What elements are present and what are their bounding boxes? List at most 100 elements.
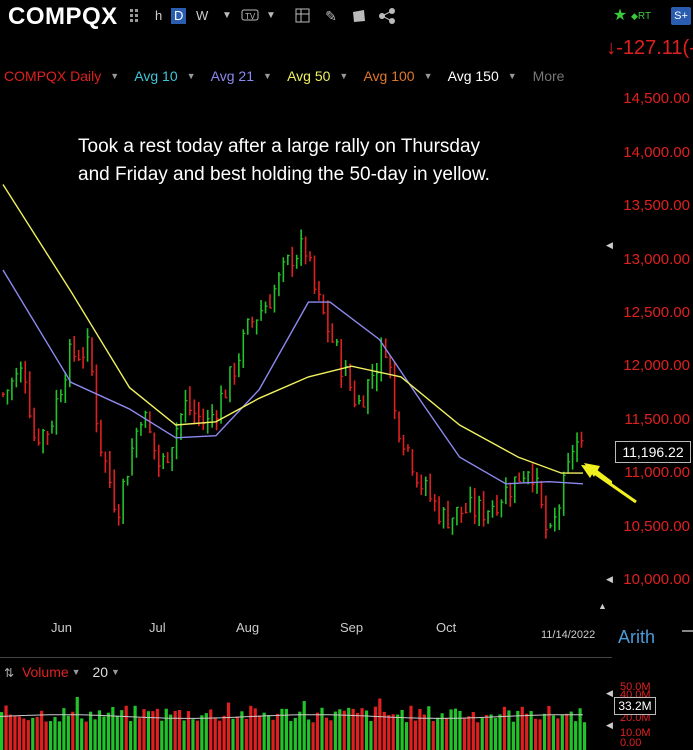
volume-bar <box>298 711 302 750</box>
volume-bar <box>520 706 524 750</box>
chart-type-dropdown-icon[interactable]: ▼ <box>266 10 276 21</box>
volume-bar <box>146 711 151 750</box>
scale-handle[interactable] <box>682 630 693 632</box>
volume-bar <box>574 721 578 750</box>
price-tick: 10,000.00 <box>623 571 690 588</box>
volume-bar <box>235 716 240 750</box>
chart-toolbar: COMPQX h D W ▼ TV ▼ ✎ ★ ◆RT S+ <box>0 0 693 32</box>
volume-bar <box>289 721 293 750</box>
volume-bar <box>169 714 173 750</box>
rt-icon[interactable]: ◆RT <box>631 11 652 22</box>
month-label: Jun <box>51 620 72 635</box>
scroll-up-icon[interactable]: ▲ <box>598 601 607 611</box>
month-label: Oct <box>436 620 457 635</box>
volume-bar <box>582 722 587 750</box>
last-volume-label: 33.2M <box>614 697 656 715</box>
grid-icon[interactable] <box>129 8 141 24</box>
volume-bar <box>57 721 62 750</box>
volume-bars <box>0 697 587 750</box>
volume-bar <box>565 713 569 750</box>
period-daily-button[interactable]: D <box>171 8 187 24</box>
volume-bar <box>40 710 44 750</box>
price-tick: 10,500.00 <box>623 518 690 535</box>
volume-bar <box>364 710 369 750</box>
volume-average-line <box>0 714 583 719</box>
annotation-arrow-overlay <box>581 465 637 504</box>
legend-more[interactable]: More <box>532 68 565 84</box>
share-icon[interactable] <box>378 7 396 25</box>
notes-icon[interactable] <box>350 7 368 25</box>
volume-bar <box>244 718 248 750</box>
volume-tick: 10.0M <box>620 727 651 739</box>
volume-bar <box>8 714 13 750</box>
legend-avg50[interactable]: Avg 50 ▼ <box>287 68 349 84</box>
volume-bar <box>338 709 342 750</box>
volume-bar <box>66 715 70 750</box>
volume-bar <box>462 718 466 750</box>
volume-bar <box>342 710 346 750</box>
volume-bar <box>80 718 84 750</box>
period-dropdown-icon[interactable]: ▼ <box>222 10 232 21</box>
volume-bar <box>373 706 377 750</box>
drag-handle-icon[interactable]: ⇅ <box>4 666 15 680</box>
s-plus-icon[interactable]: S+ <box>671 7 691 25</box>
volume-bar <box>467 716 471 750</box>
volume-bar <box>480 718 484 750</box>
volume-bar <box>382 711 386 750</box>
star-icon[interactable]: ★ <box>612 7 628 24</box>
price-chart[interactable] <box>0 88 612 618</box>
volume-period[interactable]: 20 ▼ <box>92 664 120 680</box>
axis-marker-icon: ◀ <box>606 720 613 730</box>
volume-bar <box>511 721 515 750</box>
pencil-icon[interactable]: ✎ <box>325 8 337 24</box>
volume-chart[interactable] <box>0 682 600 750</box>
indicator-legend: COMPQX Daily ▼ Avg 10 ▼ Avg 21 ▼ Avg 50 ▼ Av… <box>4 68 570 86</box>
chart-type-icon[interactable]: TV <box>241 7 259 25</box>
volume-bar <box>453 708 458 750</box>
volume-bar <box>569 711 573 750</box>
volume-bar <box>31 717 35 750</box>
volume-bar <box>396 714 400 750</box>
volume-bar <box>551 715 555 750</box>
volume-bar <box>218 720 222 750</box>
price-tick: 11,500.00 <box>624 411 690 428</box>
volume-bar <box>164 708 168 750</box>
volume-bar <box>431 721 435 750</box>
volume-bar <box>369 720 373 750</box>
volume-bar <box>476 722 480 750</box>
price-tick: 12,500.00 <box>623 304 690 321</box>
period-weekly-button[interactable]: W <box>196 8 209 23</box>
volume-bar <box>293 717 297 750</box>
volume-bar <box>13 716 17 750</box>
volume-label[interactable]: Volume ▼ <box>21 664 81 680</box>
period-hourly-button[interactable]: h <box>155 8 163 23</box>
volume-bar <box>329 720 333 750</box>
volume-bar <box>133 705 137 750</box>
volume-bar <box>418 708 422 750</box>
volume-bar <box>209 709 213 750</box>
legend-avg150[interactable]: Avg 150 ▼ <box>447 68 517 84</box>
legend-avg100[interactable]: Avg 100 ▼ <box>363 68 433 84</box>
volume-bar <box>231 718 235 750</box>
volume-bar <box>525 713 529 750</box>
volume-bar <box>404 722 409 750</box>
legend-series-name[interactable]: COMPQX Daily ▼ <box>4 68 120 84</box>
volume-bar <box>173 710 177 750</box>
legend-avg21[interactable]: Avg 21 ▼ <box>210 68 272 84</box>
volume-bar <box>516 710 520 750</box>
volume-bar <box>115 715 119 750</box>
tools-icon[interactable] <box>294 7 312 25</box>
volume-bar <box>471 711 475 750</box>
volume-tick: 20.0M <box>620 712 651 724</box>
scale-toggle-button[interactable]: Arith <box>618 627 656 647</box>
symbol-title[interactable]: COMPQX <box>8 3 118 30</box>
price-tick: 13,500.00 <box>623 197 690 214</box>
panel-divider[interactable] <box>0 657 612 658</box>
legend-avg10[interactable]: Avg 10 ▼ <box>134 68 196 84</box>
volume-bar <box>53 717 57 750</box>
volume-bar <box>240 711 244 750</box>
volume-bar <box>409 705 413 750</box>
volume-bar <box>0 712 4 750</box>
price-tick: 14,000.00 <box>623 144 690 161</box>
avg50-line <box>2 184 583 474</box>
